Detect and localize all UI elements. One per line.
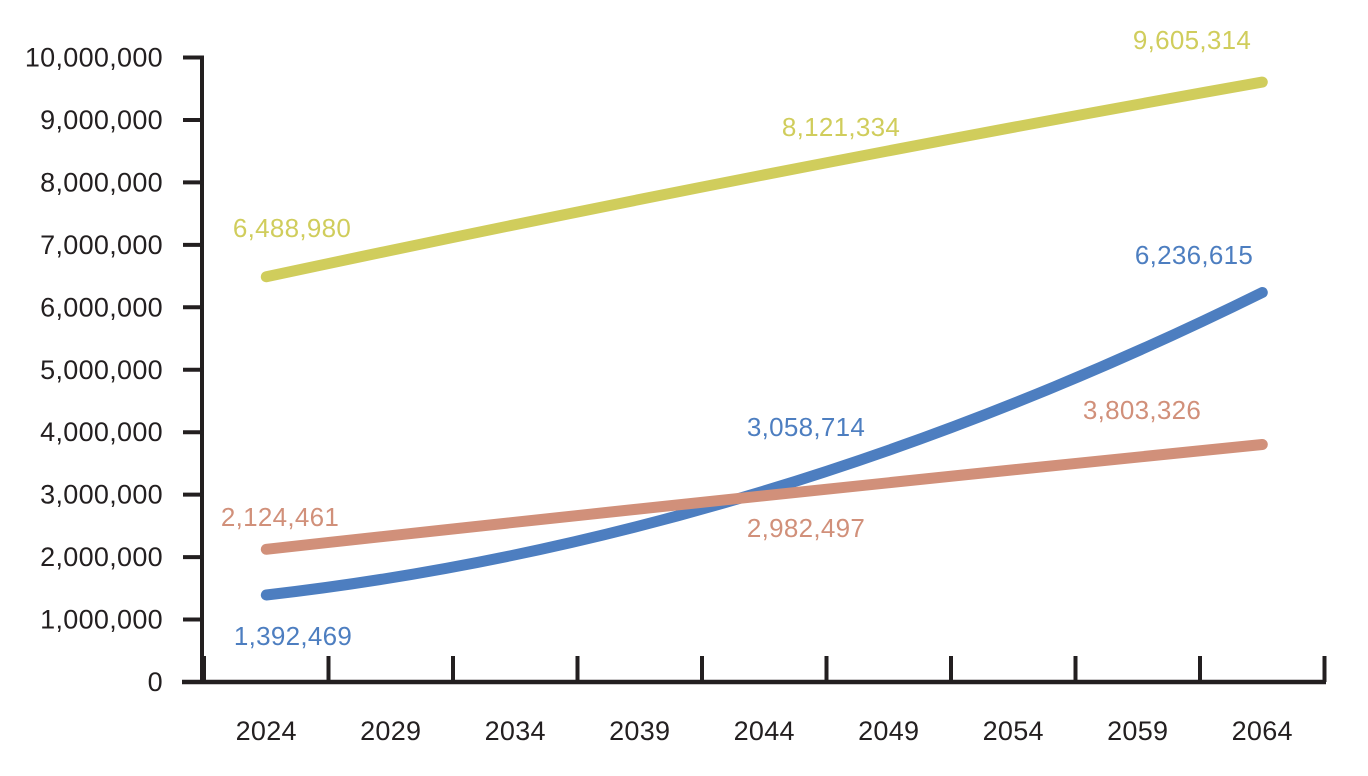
olive-series-value-label-2044: 8,121,334 — [782, 112, 900, 142]
salmon-series-value-label-2044: 2,982,497 — [747, 513, 865, 543]
salmon-series-line — [260, 439, 1268, 555]
data-labels: 6,488,980 8,121,334 9,605,314 1,392,469 3,05… — [221, 25, 1253, 651]
y-tick-label: 8,000,000 — [40, 167, 163, 197]
y-tick-label: 3,000,000 — [40, 480, 163, 510]
blue-series-line — [260, 287, 1268, 601]
salmon-series-value-label-2024: 2,124,461 — [221, 502, 339, 532]
y-axis: 0 1,000,000 2,000,000 3,000,000 4,000,000 5,0… — [25, 43, 204, 697]
olive-series-value-label-2064: 9,605,314 — [1133, 25, 1251, 55]
x-tick-label: 2039 — [609, 716, 670, 746]
y-tick-label: 2,000,000 — [40, 542, 163, 572]
y-tick-label: 7,000,000 — [40, 230, 163, 260]
y-tick-label: 5,000,000 — [40, 355, 163, 385]
x-tick-label: 2034 — [485, 716, 546, 746]
x-tick-label: 2024 — [236, 716, 297, 746]
x-tick-label: 2064 — [1232, 716, 1293, 746]
x-axis: 2024 2029 2034 2039 2044 2049 2054 2059 2064 — [182, 656, 1327, 746]
x-tick-label: 2059 — [1107, 716, 1168, 746]
y-tick-label: 10,000,000 — [25, 43, 163, 73]
x-tick-label: 2054 — [983, 716, 1044, 746]
x-tick-label: 2049 — [858, 716, 919, 746]
x-tick-label: 2029 — [360, 716, 421, 746]
blue-series-value-label-2064: 6,236,615 — [1135, 240, 1253, 270]
y-tick-label: 9,000,000 — [40, 105, 163, 135]
y-tick-label: 0 — [148, 667, 163, 697]
y-tick-label: 1,000,000 — [40, 605, 163, 635]
salmon-series-value-label-2064: 3,803,326 — [1083, 395, 1201, 425]
x-tick-label: 2044 — [734, 716, 795, 746]
blue-series-value-label-2024: 1,392,469 — [234, 621, 352, 651]
olive-series-value-label-2024: 6,488,980 — [233, 213, 351, 243]
y-tick-label: 4,000,000 — [40, 417, 163, 447]
blue-series-value-label-2044: 3,058,714 — [747, 412, 865, 442]
series-lines — [260, 76, 1268, 601]
olive-series-line — [260, 76, 1268, 283]
y-tick-label: 6,000,000 — [40, 292, 163, 322]
